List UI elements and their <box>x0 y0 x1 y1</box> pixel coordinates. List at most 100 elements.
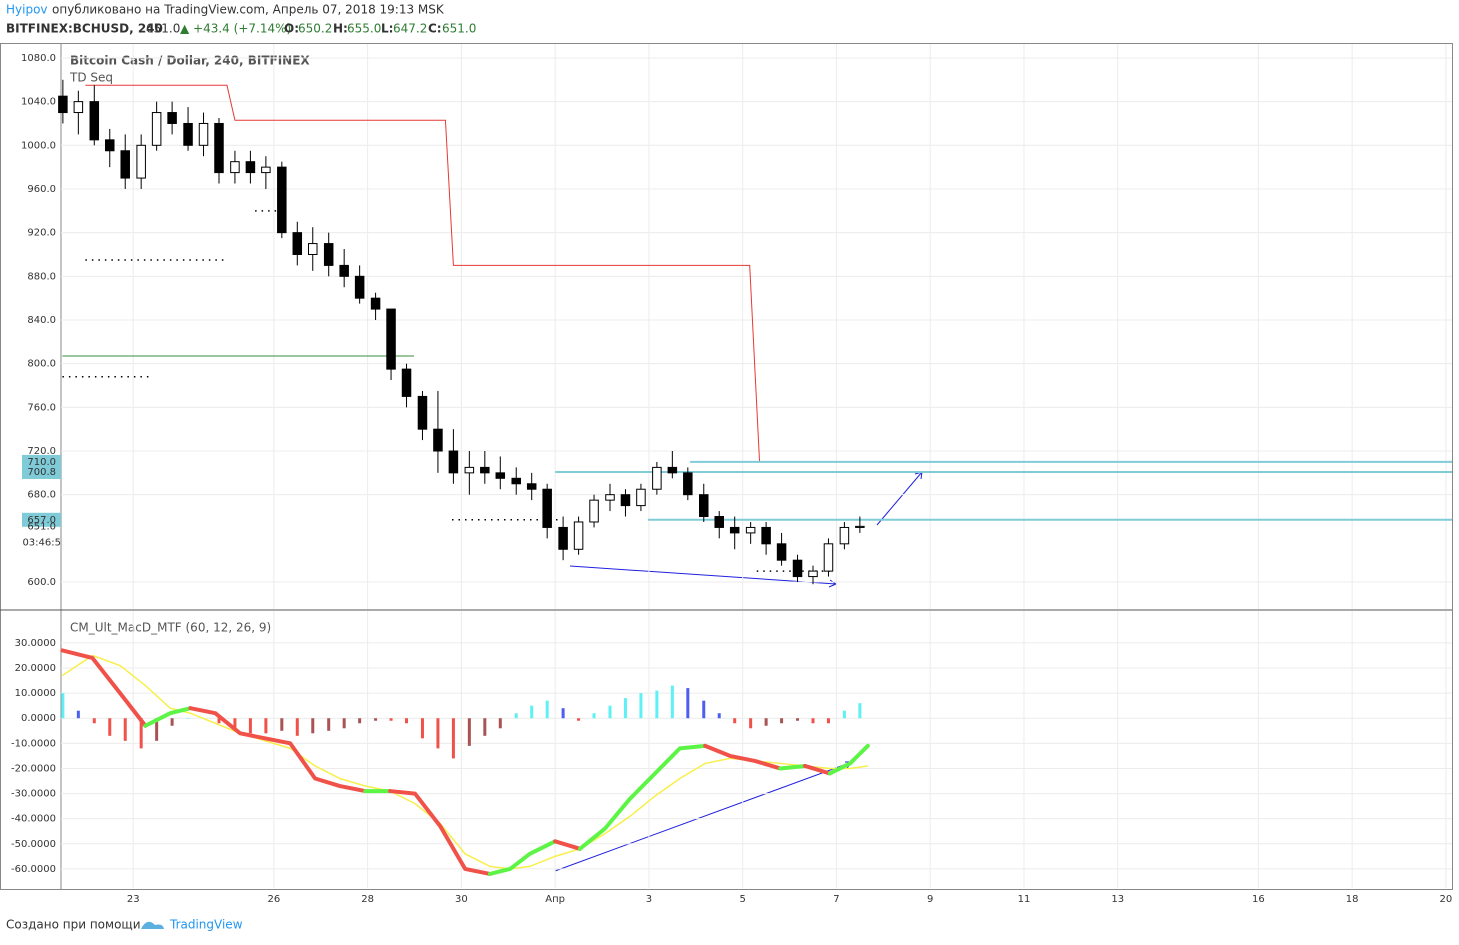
o: 650.2 <box>298 22 332 36</box>
trend-arrow <box>554 761 853 872</box>
candle-body <box>292 232 303 255</box>
candle-body <box>277 166 287 234</box>
candle-body <box>323 243 334 266</box>
macd-line <box>827 743 870 776</box>
candle-body <box>808 570 818 578</box>
hist-bar <box>858 703 862 719</box>
hist-bar <box>733 718 737 724</box>
candle-body <box>89 101 100 141</box>
hist-bar <box>405 718 409 724</box>
h-level-tag <box>22 464 61 479</box>
hist-bar <box>780 718 784 724</box>
hist-bar <box>686 688 690 719</box>
candle-body <box>136 144 146 179</box>
hist-bar <box>514 713 518 719</box>
h-label: H: <box>333 22 348 36</box>
hist-bar <box>498 718 502 729</box>
candle-body <box>511 477 521 485</box>
author[interactable]: Hyipov <box>6 3 48 17</box>
candle-body <box>354 275 365 299</box>
candle-body <box>214 122 224 174</box>
logo <box>141 921 164 929</box>
hist-bar <box>295 718 299 736</box>
x-tick-label: 23 <box>127 894 140 905</box>
h-level-label: 657.0 <box>27 515 56 526</box>
x-tick-label: 7 <box>833 894 839 905</box>
candle-body <box>495 472 506 479</box>
hist-bar <box>233 718 237 731</box>
footer-text: Создано при помощи <box>6 918 141 932</box>
candle-body <box>308 243 318 255</box>
candle-body <box>151 112 162 146</box>
hist-bar <box>561 708 565 719</box>
y-tick-label: 840.0 <box>27 315 56 326</box>
footer-brand[interactable]: TradingView <box>169 918 243 932</box>
candle-body <box>230 161 240 174</box>
published: опубликовано на TradingView.com, Апрель … <box>52 3 445 17</box>
candle-body <box>729 526 740 534</box>
hist-bar <box>327 718 331 731</box>
c: 651.0 <box>442 22 476 36</box>
x-tick-label: 9 <box>927 894 933 905</box>
candle-body <box>198 122 209 146</box>
y-tick-label: 1040.0 <box>21 97 56 108</box>
x-tick-label: 5 <box>739 894 745 905</box>
candle-body <box>699 494 709 518</box>
y-tick-label: 600.0 <box>27 577 56 588</box>
hist-bar <box>545 700 549 719</box>
macd-line <box>188 706 368 794</box>
x-tick-label: 26 <box>267 894 280 905</box>
macd-line <box>577 743 708 851</box>
hist-bar <box>389 718 393 721</box>
candle-body <box>261 166 271 174</box>
hist-bar <box>670 685 674 719</box>
l: 647.2 <box>393 22 427 36</box>
candle-body <box>464 466 475 474</box>
x-tick-label: 11 <box>1018 894 1031 905</box>
macd-line <box>778 763 808 771</box>
y-tick-label: 920.0 <box>27 228 56 239</box>
macd-line <box>143 706 193 728</box>
x-tick-label: Апр <box>545 894 565 905</box>
h-level-tag <box>22 512 61 527</box>
hist-bar <box>420 718 424 739</box>
candle-body <box>558 526 568 550</box>
y-tick-label: 880.0 <box>27 271 56 282</box>
y-tick-label: 1000.0 <box>21 140 56 151</box>
o-label: O: <box>284 22 299 36</box>
hist-bar <box>467 718 471 746</box>
pane-title: Bitcoin Cash / Dollar, 240, BITFINEX <box>70 54 310 68</box>
x-tick-label: 30 <box>455 894 468 905</box>
x-tick-label: 18 <box>1346 894 1359 905</box>
hist-bar <box>155 718 159 741</box>
candle-body <box>792 559 803 578</box>
symbol: BITFINEX:BCHUSD, 240 <box>6 22 163 36</box>
hist-bar <box>170 718 174 726</box>
candle-body <box>636 488 646 507</box>
candle-body <box>417 395 428 430</box>
trend-arrow <box>569 565 837 585</box>
hist-bar <box>311 718 315 734</box>
candle-body <box>526 483 537 490</box>
hist-bar <box>811 718 815 724</box>
candle-body <box>667 466 678 474</box>
macd-line <box>553 839 582 851</box>
trend-arrow <box>876 471 923 526</box>
hist-bar <box>92 718 96 724</box>
candle-body <box>73 101 84 114</box>
hist-bar <box>592 713 596 719</box>
hist-bar <box>796 718 800 721</box>
h-level-label: 700.8 <box>27 467 56 478</box>
candle-body <box>839 526 850 545</box>
hist-bar <box>702 700 706 719</box>
signal-line <box>61 654 868 870</box>
candle-body <box>589 499 599 523</box>
y-tick-label: 20.0000 <box>15 663 56 674</box>
x-tick-label: 20 <box>1440 894 1453 905</box>
hist-bar <box>108 718 112 736</box>
y-tick-label: -50.0000 <box>11 839 56 850</box>
candle-body <box>683 472 693 496</box>
price: 651.0 <box>146 22 180 36</box>
y-tick-label: -20.0000 <box>11 763 56 774</box>
